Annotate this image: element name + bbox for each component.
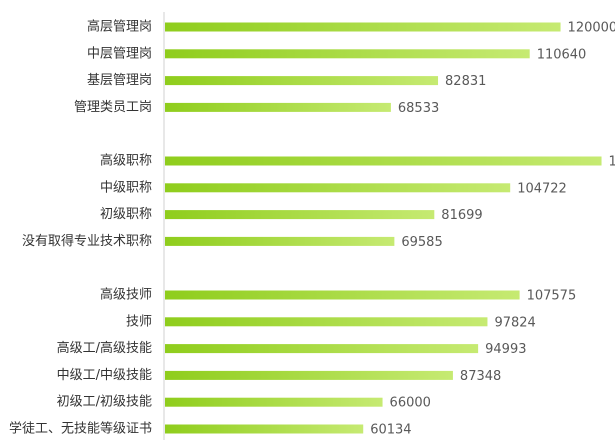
- bar-12: [165, 397, 383, 407]
- category-label-10: 高级工/高级技能: [57, 340, 152, 356]
- bar-1: [165, 49, 530, 59]
- bar-13: [165, 424, 364, 434]
- value-label-0: 120000: [568, 21, 615, 36]
- category-label-1: 中层管理岗: [87, 46, 152, 61]
- value-label-1: 110640: [537, 47, 587, 62]
- value-label-6: 81699: [441, 208, 482, 223]
- bar-3: [165, 102, 391, 112]
- category-label-13: 学徒工、无技能等级证书: [9, 421, 152, 437]
- value-label-13: 60134: [370, 423, 411, 438]
- category-label-11: 中级工/中级技能: [57, 368, 152, 383]
- bar-2: [165, 76, 439, 86]
- bar-7: [165, 236, 395, 246]
- category-label-0: 高层管理岗: [87, 19, 152, 35]
- category-label-6: 初级职称: [100, 207, 152, 222]
- value-label-12: 66000: [390, 396, 431, 411]
- value-label-11: 87348: [460, 369, 501, 384]
- value-label-10: 94993: [485, 342, 526, 357]
- category-label-8: 高级技师: [100, 287, 152, 303]
- value-label-9: 97824: [494, 315, 535, 330]
- value-label-8: 107575: [527, 289, 577, 304]
- value-label-4: 132432: [609, 155, 615, 170]
- bar-10: [165, 344, 479, 354]
- category-label-12: 初级工/初级技能: [57, 395, 152, 410]
- category-label-2: 基层管理岗: [87, 73, 152, 88]
- bar-9: [165, 317, 488, 327]
- bar-8: [165, 290, 520, 300]
- value-label-2: 82831: [445, 74, 486, 89]
- bar-5: [165, 183, 511, 193]
- category-label-3: 管理类员工岗: [74, 100, 152, 115]
- category-label-4: 高级职称: [100, 153, 152, 169]
- bar-6: [165, 210, 435, 220]
- bar-0: [165, 22, 561, 32]
- value-label-5: 104722: [517, 181, 567, 196]
- category-label-9: 技师: [126, 314, 152, 329]
- category-label-5: 中级职称: [100, 180, 152, 195]
- bar-11: [165, 370, 453, 380]
- bar-4: [165, 156, 602, 166]
- value-label-3: 68533: [398, 101, 439, 116]
- category-label-7: 没有取得专业技术职称: [22, 233, 152, 249]
- value-label-7: 69585: [401, 235, 442, 250]
